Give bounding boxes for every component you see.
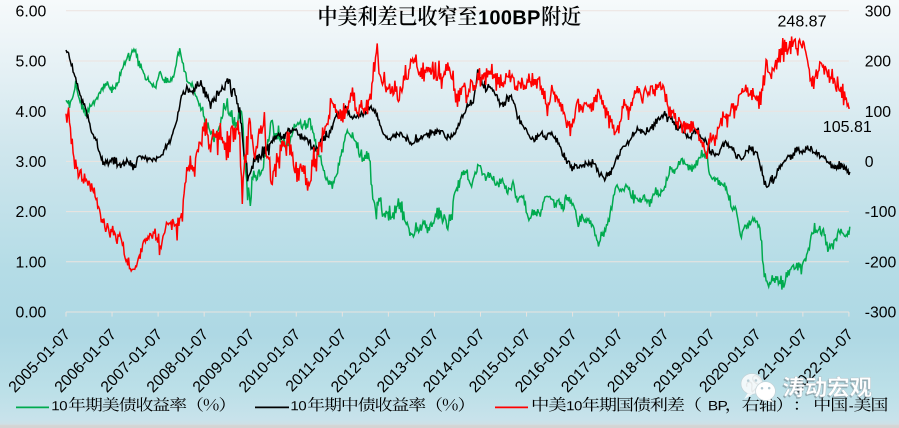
svg-text:248.87: 248.87 [778, 14, 827, 31]
svg-text:5.00: 5.00 [16, 54, 47, 71]
svg-text:300: 300 [865, 3, 892, 20]
svg-text:4.00: 4.00 [16, 104, 47, 121]
svg-text:200: 200 [865, 54, 892, 71]
svg-text:3.00: 3.00 [16, 154, 47, 171]
svg-text:-300: -300 [865, 305, 897, 322]
svg-text:-100: -100 [865, 204, 897, 221]
svg-text:100: 100 [865, 104, 892, 121]
svg-text:0: 0 [865, 154, 874, 171]
svg-text:-200: -200 [865, 254, 897, 271]
svg-text:2.00: 2.00 [16, 204, 47, 221]
svg-text:6.00: 6.00 [16, 3, 47, 20]
svg-text:1.00: 1.00 [16, 254, 47, 271]
svg-text:0.00: 0.00 [16, 305, 47, 322]
svg-text:105.81: 105.81 [823, 119, 872, 136]
